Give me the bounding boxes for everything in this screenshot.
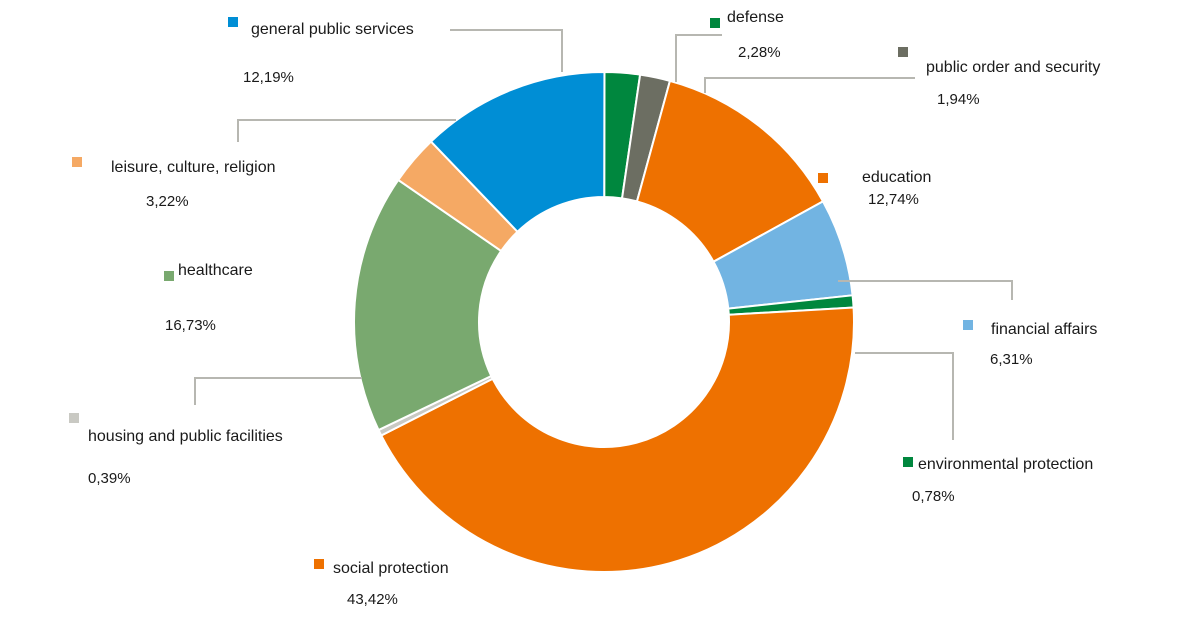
slice-education	[635, 79, 825, 264]
label-public-order-and-security: public order and security	[926, 59, 1100, 76]
value-social-protection: 43,42%	[347, 591, 398, 608]
value-financial-affairs: 6,31%	[990, 351, 1033, 368]
leader-line-leisure-culture-religion	[237, 119, 456, 142]
leader-line-housing-and-public-facilities	[194, 377, 362, 405]
legend-marker-financial-affairs	[963, 320, 973, 330]
slice-social-protection	[379, 306, 855, 573]
legend-marker-leisure-culture-religion	[72, 157, 82, 167]
label-healthcare: healthcare	[178, 262, 253, 279]
value-leisure-culture-religion: 3,22%	[146, 193, 189, 210]
label-housing-and-public-facilities: housing and public facilities	[88, 428, 283, 445]
label-social-protection: social protection	[333, 560, 449, 577]
leader-lines	[194, 29, 1013, 440]
value-housing-and-public-facilities: 0,39%	[88, 470, 131, 487]
label-education: education	[862, 169, 931, 186]
leader-line-financial-affairs	[838, 280, 1013, 300]
value-general-public-services: 12,19%	[243, 69, 294, 86]
label-leisure-culture-religion: leisure, culture, religion	[111, 159, 276, 176]
legend-marker-education	[818, 173, 828, 183]
label-environmental-protection: environmental protection	[918, 456, 1093, 473]
legend-marker-housing-and-public-facilities	[69, 413, 79, 423]
legend-marker-social-protection	[314, 559, 324, 569]
value-defense: 2,28%	[738, 44, 781, 61]
value-public-order-and-security: 1,94%	[937, 91, 980, 108]
leader-line-environmental-protection	[855, 352, 954, 440]
slice-healthcare	[353, 178, 503, 432]
leader-line-public-order-and-security	[704, 77, 915, 93]
leader-line-general-public-services	[450, 29, 563, 72]
legend-marker-public-order-and-security	[898, 47, 908, 57]
slice-general-public-services	[429, 71, 606, 234]
slice-labels: defense 2,28% public order and security 1,9…	[69, 9, 1100, 608]
label-defense: defense	[727, 9, 784, 26]
value-education: 12,74%	[868, 191, 919, 208]
legend-marker-environmental-protection	[903, 457, 913, 467]
legend-marker-general-public-services	[228, 17, 238, 27]
value-healthcare: 16,73%	[165, 317, 216, 334]
legend-marker-defense	[710, 18, 720, 28]
value-environmental-protection: 0,78%	[912, 488, 955, 505]
leader-line-defense	[675, 34, 722, 82]
label-general-public-services: general public services	[251, 21, 414, 38]
label-financial-affairs: financial affairs	[991, 321, 1097, 338]
slices	[353, 70, 855, 573]
legend-marker-healthcare	[164, 271, 174, 281]
